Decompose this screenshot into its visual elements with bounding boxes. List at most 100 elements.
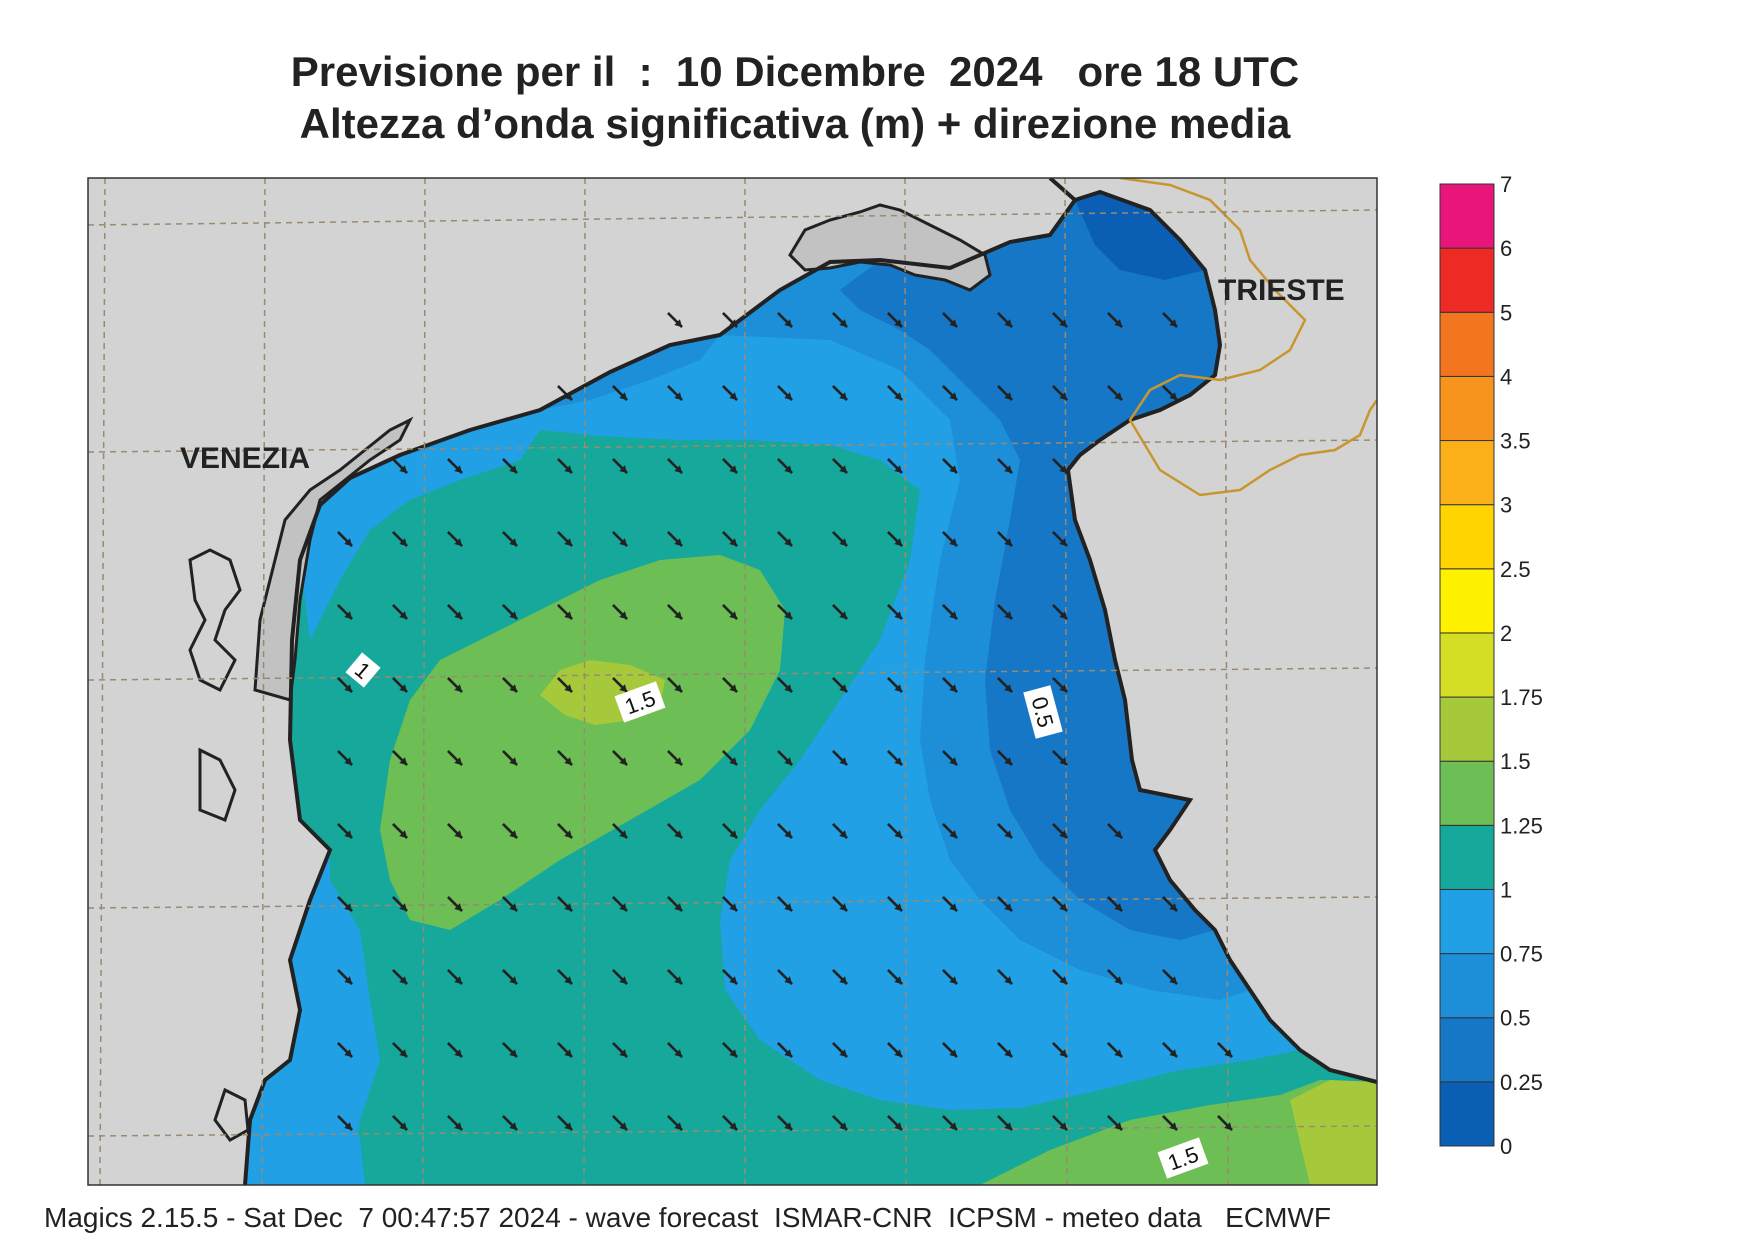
direction-arrow <box>392 896 408 912</box>
direction-arrow <box>1052 677 1068 693</box>
band-0.75-venezia <box>300 430 540 640</box>
direction-arrow <box>832 1042 848 1058</box>
direction-arrow <box>337 969 353 985</box>
direction-arrow <box>557 531 573 547</box>
direction-arrow <box>667 458 683 474</box>
direction-arrow <box>502 750 518 766</box>
direction-arrow <box>447 1042 463 1058</box>
direction-arrow <box>1052 1115 1068 1131</box>
colorbar-tick-label: 1.75 <box>1500 685 1543 710</box>
colorbar-tick-label: 0 <box>1500 1134 1512 1159</box>
north-shore-land <box>88 178 1075 1185</box>
direction-arrow <box>722 1042 738 1058</box>
direction-arrow <box>777 458 793 474</box>
colorbar-tick-label: 1.25 <box>1500 813 1543 838</box>
direction-arrow <box>942 677 958 693</box>
direction-arrow <box>722 312 738 328</box>
direction-arrow <box>557 1042 573 1058</box>
colorbar-bin <box>1439 696 1495 762</box>
direction-arrow <box>722 604 738 620</box>
direction-arrow <box>392 677 408 693</box>
colorbar-bin <box>1439 888 1495 955</box>
direction-arrow <box>887 458 903 474</box>
band-0.25-northeast <box>840 192 1220 940</box>
direction-arrow <box>392 823 408 839</box>
direction-arrow <box>502 1042 518 1058</box>
direction-arrow <box>997 750 1013 766</box>
direction-arrow <box>997 896 1013 912</box>
east-coastline <box>1065 189 1377 1084</box>
direction-arrow <box>557 823 573 839</box>
direction-arrow <box>392 1042 408 1058</box>
direction-arrow <box>722 1115 738 1131</box>
direction-arrow <box>667 1115 683 1131</box>
direction-arrow <box>832 312 848 328</box>
colorbar-tick-label: 7 <box>1500 172 1512 197</box>
direction-arrow <box>447 458 463 474</box>
direction-arrow <box>722 823 738 839</box>
national-border <box>1119 178 1377 497</box>
direction-arrow <box>997 385 1013 401</box>
direction-arrow <box>1107 969 1123 985</box>
direction-arrow <box>997 458 1013 474</box>
direction-arrow <box>777 677 793 693</box>
direction-arrow <box>887 312 903 328</box>
west-lagoon-outline <box>188 548 250 1142</box>
direction-arrow <box>722 531 738 547</box>
colorbar-tick-label: 3.5 <box>1500 429 1531 454</box>
colorbar-bin <box>1439 375 1495 442</box>
direction-arrow <box>832 823 848 839</box>
direction-arrow <box>887 969 903 985</box>
direction-arrow <box>337 1042 353 1058</box>
direction-arrow <box>612 531 628 547</box>
direction-arrow <box>722 458 738 474</box>
direction-arrow <box>502 969 518 985</box>
contour-label-0.5: 0.5 <box>1023 685 1063 739</box>
direction-arrow <box>777 1115 793 1131</box>
grid-lines <box>88 178 1377 1185</box>
direction-arrow <box>447 823 463 839</box>
direction-arrow <box>942 385 958 401</box>
direction-arrow <box>667 750 683 766</box>
direction-arrow <box>942 312 958 328</box>
direction-arrow <box>997 1115 1013 1131</box>
colorbar-bin <box>1439 760 1495 826</box>
direction-arrow <box>337 531 353 547</box>
direction-arrow <box>502 896 518 912</box>
direction-arrow <box>612 1115 628 1131</box>
title-line-1: Previsione per il : 10 Dicembre 2024 ore… <box>290 48 1300 95</box>
direction-arrow <box>1162 1042 1178 1058</box>
colorbar-tick-label: 3 <box>1500 493 1512 518</box>
direction-arrow <box>887 896 903 912</box>
direction-arrow <box>722 677 738 693</box>
direction-arrow <box>337 604 353 620</box>
direction-arrow <box>942 604 958 620</box>
direction-arrow <box>887 531 903 547</box>
colorbar-tick-label: 0.25 <box>1500 1070 1543 1095</box>
direction-arrow <box>777 531 793 547</box>
direction-arrow <box>777 896 793 912</box>
colorbar-tick-label: 2.5 <box>1500 557 1531 582</box>
direction-arrow <box>502 677 518 693</box>
direction-arrow <box>1107 1042 1123 1058</box>
direction-arrow <box>997 677 1013 693</box>
coastline <box>243 178 1078 1185</box>
direction-arrow <box>447 969 463 985</box>
direction-arrow <box>337 896 353 912</box>
footer-credits: Magics 2.15.5 - Sat Dec 7 00:47:57 2024 … <box>44 1202 1331 1233</box>
direction-arrow <box>1052 823 1068 839</box>
direction-arrow <box>1107 1115 1123 1131</box>
colorbar-tick-label: 1 <box>1500 877 1512 902</box>
direction-arrow <box>667 385 683 401</box>
colorbar-bin <box>1439 632 1495 698</box>
city-label-venezia: VENEZIA <box>180 442 310 475</box>
colorbar-bin <box>1439 311 1495 377</box>
direction-arrow <box>557 750 573 766</box>
direction-arrow <box>887 823 903 839</box>
direction-arrow <box>447 750 463 766</box>
colorbar-bin <box>1439 953 1495 1019</box>
direction-arrow <box>502 823 518 839</box>
direction-arrow <box>447 896 463 912</box>
colorbar-tick-label: 0.75 <box>1500 942 1543 967</box>
band-1.25-1.5 <box>380 555 785 930</box>
